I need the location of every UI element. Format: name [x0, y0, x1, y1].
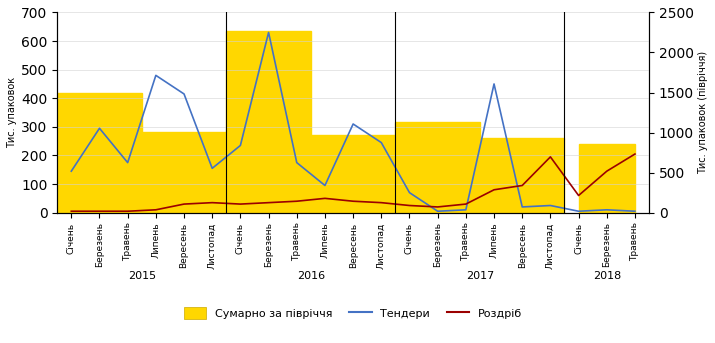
Text: 2017: 2017: [465, 271, 494, 281]
Text: 2018: 2018: [593, 271, 621, 281]
Text: 2016: 2016: [297, 271, 325, 281]
Y-axis label: Тис. упаковок (півріччя): Тис. упаковок (півріччя): [698, 51, 708, 174]
Text: 2015: 2015: [128, 271, 156, 281]
Bar: [480, 138, 565, 213]
Bar: [311, 135, 395, 213]
Y-axis label: Тис. упаковок: Тис. упаковок: [7, 77, 17, 148]
Bar: [142, 132, 227, 213]
Bar: [57, 93, 142, 213]
Bar: [578, 144, 635, 213]
Bar: [395, 122, 480, 213]
Legend: Сумарно за півріччя, Тендери, Роздріб: Сумарно за півріччя, Тендери, Роздріб: [179, 303, 527, 323]
Bar: [227, 31, 311, 213]
